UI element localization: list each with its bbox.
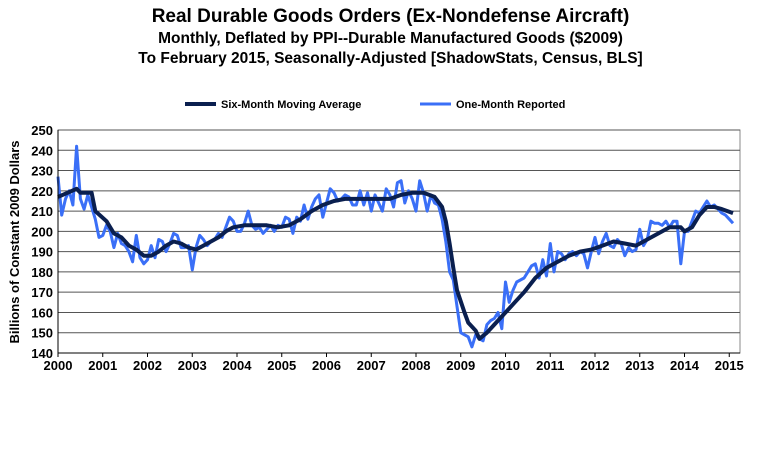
legend: Six-Month Moving Average One-Month Repor…: [185, 99, 565, 111]
x-tick-label: 2015: [715, 358, 744, 373]
x-tick-label: 2003: [178, 358, 207, 373]
series-moving-average-line: [57, 186, 734, 341]
y-tick-label: 230: [31, 164, 53, 179]
x-tick-label: 2014: [670, 358, 700, 373]
x-tick-label: 2009: [446, 358, 475, 373]
x-tick-label: 2007: [357, 358, 386, 373]
y-axis-label: Billions of Constant 2009 Dollars: [7, 141, 22, 344]
chart-subtitle-2: To February 2015, Seasonally-Adjusted [S…: [138, 50, 643, 67]
y-tick-label: 180: [31, 265, 53, 280]
x-tick-label: 2002: [133, 358, 162, 373]
y-tick-label: 140: [31, 346, 53, 361]
y-tick-label: 150: [31, 326, 53, 341]
x-tick-label: 2004: [223, 358, 253, 373]
y-tick-label: 240: [31, 143, 53, 158]
y-tick-label: 250: [31, 123, 53, 138]
x-tick-label: 2006: [312, 358, 341, 373]
legend-label-moving-average: Six-Month Moving Average: [221, 99, 361, 111]
y-tick-label: 220: [31, 184, 53, 199]
y-tick-label: 200: [31, 224, 53, 239]
x-tick-label: 2012: [581, 358, 610, 373]
x-tick-label: 2001: [88, 358, 117, 373]
x-tick-label: 2008: [402, 358, 431, 373]
chart-title: Real Durable Goods Orders (Ex-Nondefense…: [151, 6, 630, 27]
y-tick-label: 190: [31, 245, 53, 260]
x-tick-label: 2010: [491, 358, 520, 373]
y-tick-label: 210: [31, 204, 53, 219]
x-tick-label: 2000: [44, 358, 73, 373]
x-tick-label: 2013: [625, 358, 654, 373]
x-tick-label: 2011: [536, 358, 564, 373]
y-tick-label: 170: [31, 285, 53, 300]
chart-subtitle-1: Monthly, Deflated by PPI--Durable Manufa…: [158, 30, 623, 47]
y-tick-label: 160: [31, 305, 53, 320]
x-tick-label: 2005: [267, 358, 296, 373]
legend-label-reported: One-Month Reported: [456, 99, 565, 111]
